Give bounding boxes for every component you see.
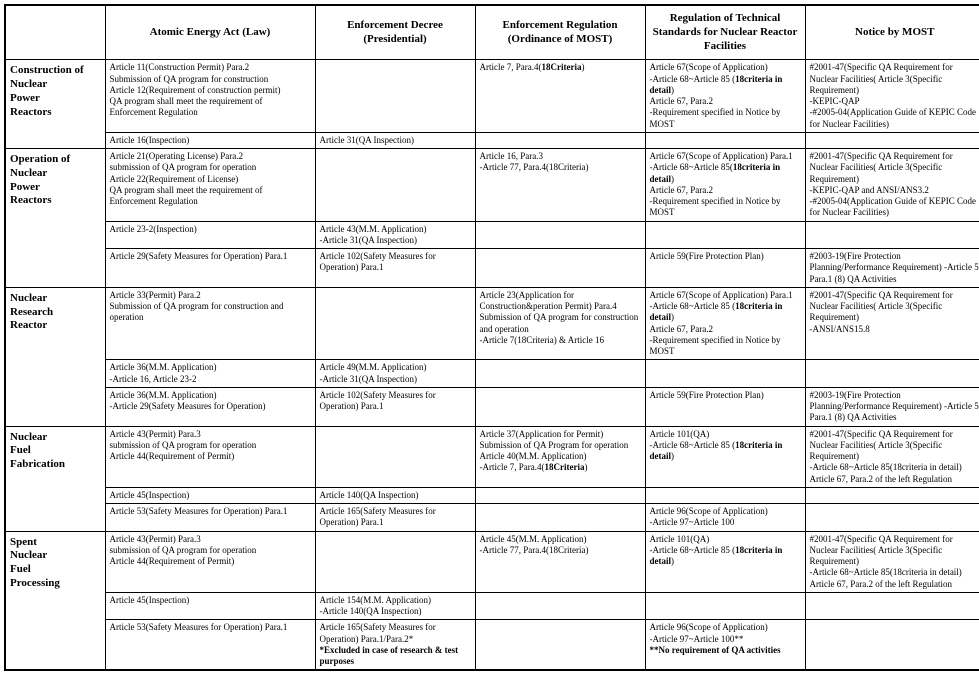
cell: #2001-47(Specific QA Requirement for Nuc… xyxy=(805,60,979,133)
cell: Article 43(Permit) Para.3submission of Q… xyxy=(105,531,315,592)
cell xyxy=(645,221,805,249)
section-title: SpentNuclearFuelProcessing xyxy=(5,531,105,670)
cell: Article 102(Safety Measures for Operatio… xyxy=(315,387,475,426)
cell: Article 45(Inspection) xyxy=(105,592,315,620)
cell xyxy=(315,60,475,133)
cell: Article 154(M.M. Application)-Article 14… xyxy=(315,592,475,620)
cell: Article 43(M.M. Application)-Article 31(… xyxy=(315,221,475,249)
cell: Article 29(Safety Measures for Operation… xyxy=(105,249,315,288)
cell xyxy=(475,504,645,532)
cell: Article 45(M.M. Application)-Article 77,… xyxy=(475,531,645,592)
table-row: NuclearFuelFabricationArticle 43(Permit)… xyxy=(5,426,979,487)
cell xyxy=(475,132,645,148)
table-row: Article 53(Safety Measures for Operation… xyxy=(5,504,979,532)
cell xyxy=(805,132,979,148)
cell: #2003-19(Fire Protection Planning/Perfor… xyxy=(805,387,979,426)
table-row: Article 45(Inspection)Article 140(QA Ins… xyxy=(5,487,979,503)
cell: Article 43(Permit) Para.3submission of Q… xyxy=(105,426,315,487)
table-row: SpentNuclearFuelProcessingArticle 43(Per… xyxy=(5,531,979,592)
cell: Article 140(QA Inspection) xyxy=(315,487,475,503)
cell xyxy=(315,149,475,222)
cell xyxy=(315,426,475,487)
table-row: Article 45(Inspection)Article 154(M.M. A… xyxy=(5,592,979,620)
header-notice-by-most: Notice by MOST xyxy=(805,5,979,60)
cell xyxy=(475,221,645,249)
cell: #2001-47(Specific QA Requirement for Nuc… xyxy=(805,531,979,592)
cell xyxy=(475,387,645,426)
cell: Article 23-2(Inspection) xyxy=(105,221,315,249)
cell: Article 165(Safety Measures for Operatio… xyxy=(315,504,475,532)
section-title: NuclearResearchReactor xyxy=(5,287,105,426)
cell: Article 21(Operating License) Para.2subm… xyxy=(105,149,315,222)
table-row: Article 53(Safety Measures for Operation… xyxy=(5,620,979,671)
table-row: Article 16(Inspection)Article 31(QA Insp… xyxy=(5,132,979,148)
cell: #2001-47(Specific QA Requirement for Nuc… xyxy=(805,149,979,222)
cell: Article 16, Para.3-Article 77, Para.4(18… xyxy=(475,149,645,222)
table-row: NuclearResearchReactorArticle 33(Permit)… xyxy=(5,287,979,360)
cell xyxy=(645,592,805,620)
cell: #2003-19(Fire Protection Planning/Perfor… xyxy=(805,249,979,288)
table-row: Article 36(M.M. Application)-Article 29(… xyxy=(5,387,979,426)
table-row: Article 36(M.M. Application)-Article 16,… xyxy=(5,360,979,388)
header-enforcement-regulation: Enforcement Regulation (Ordinance of MOS… xyxy=(475,5,645,60)
cell: Article 36(M.M. Application)-Article 16,… xyxy=(105,360,315,388)
cell: Article 96(Scope of Application)-Article… xyxy=(645,620,805,671)
cell xyxy=(805,360,979,388)
header-technical-standards: Regulation of Technical Standards for Nu… xyxy=(645,5,805,60)
table-row: Construction ofNuclearPowerReactorsArtic… xyxy=(5,60,979,133)
cell: Article 101(QA)-Article 68~Article 85 (1… xyxy=(645,426,805,487)
cell xyxy=(805,592,979,620)
table-row: Article 29(Safety Measures for Operation… xyxy=(5,249,979,288)
cell: Article 33(Permit) Para.2Submission of Q… xyxy=(105,287,315,360)
cell xyxy=(645,487,805,503)
cell xyxy=(645,360,805,388)
cell: Article 67(Scope of Application)-Article… xyxy=(645,60,805,133)
cell xyxy=(475,487,645,503)
cell: Article 49(M.M. Application)-Article 31(… xyxy=(315,360,475,388)
cell: Article 59(Fire Protection Plan) xyxy=(645,249,805,288)
cell: Article 36(M.M. Application)-Article 29(… xyxy=(105,387,315,426)
cell xyxy=(805,504,979,532)
cell: Article 102(Safety Measures for Operatio… xyxy=(315,249,475,288)
cell: #2001-47(Specific QA Requirement for Nuc… xyxy=(805,426,979,487)
cell: Article 37(Application for Permit)Submis… xyxy=(475,426,645,487)
table-row: Article 23-2(Inspection)Article 43(M.M. … xyxy=(5,221,979,249)
cell xyxy=(315,531,475,592)
cell: Article 11(Construction Permit) Para.2Su… xyxy=(105,60,315,133)
cell xyxy=(475,620,645,671)
section-title: Construction ofNuclearPowerReactors xyxy=(5,60,105,149)
header-atomic-energy-act: Atomic Energy Act (Law) xyxy=(105,5,315,60)
header-enforcement-decree: Enforcement Decree (Presidential) xyxy=(315,5,475,60)
cell: Article 165(Safety Measures for Operatio… xyxy=(315,620,475,671)
cell xyxy=(475,360,645,388)
cell: Article 96(Scope of Application)-Article… xyxy=(645,504,805,532)
cell: Article 31(QA Inspection) xyxy=(315,132,475,148)
cell xyxy=(475,592,645,620)
header-blank xyxy=(5,5,105,60)
cell xyxy=(805,620,979,671)
section-title: NuclearFuelFabrication xyxy=(5,426,105,531)
table-body: Construction ofNuclearPowerReactorsArtic… xyxy=(5,60,979,671)
cell xyxy=(315,287,475,360)
table-row: Operation ofNuclearPowerReactorsArticle … xyxy=(5,149,979,222)
header-row: Atomic Energy Act (Law) Enforcement Decr… xyxy=(5,5,979,60)
cell: Article 59(Fire Protection Plan) xyxy=(645,387,805,426)
cell: Article 53(Safety Measures for Operation… xyxy=(105,504,315,532)
regulation-table: Atomic Energy Act (Law) Enforcement Decr… xyxy=(4,4,979,671)
cell: Article 45(Inspection) xyxy=(105,487,315,503)
cell xyxy=(805,487,979,503)
cell: Article 67(Scope of Application) Para.1-… xyxy=(645,149,805,222)
cell: Article 101(QA)-Article 68~Article 85 (1… xyxy=(645,531,805,592)
cell: Article 67(Scope of Application) Para.1-… xyxy=(645,287,805,360)
cell xyxy=(805,221,979,249)
cell: Article 16(Inspection) xyxy=(105,132,315,148)
cell: Article 53(Safety Measures for Operation… xyxy=(105,620,315,671)
cell: Article 23(Application for Construction&… xyxy=(475,287,645,360)
cell: #2001-47(Specific QA Requirement for Nuc… xyxy=(805,287,979,360)
section-title: Operation ofNuclearPowerReactors xyxy=(5,149,105,288)
cell xyxy=(475,249,645,288)
cell xyxy=(645,132,805,148)
cell: Article 7, Para.4(18Criteria) xyxy=(475,60,645,133)
